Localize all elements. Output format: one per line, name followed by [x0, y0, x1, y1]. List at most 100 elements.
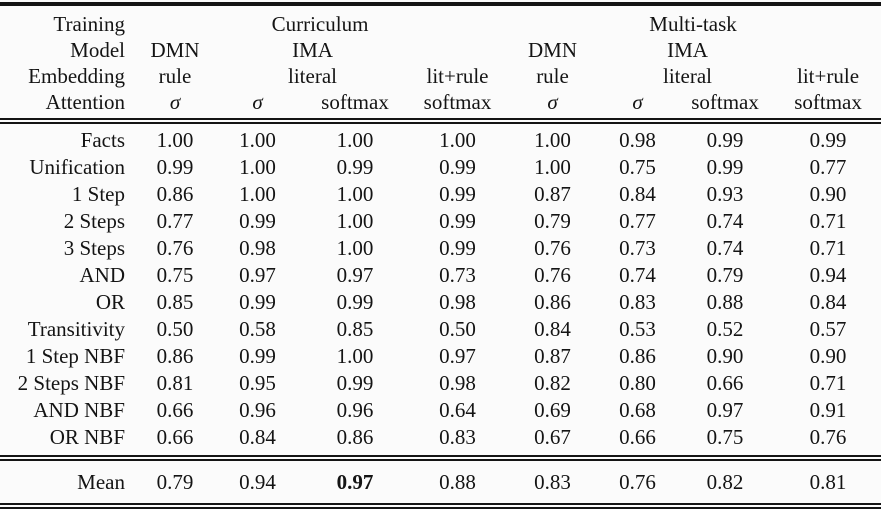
value-cell: 0.94: [809, 263, 847, 287]
value-cell: 0.97: [336, 263, 374, 287]
row-label: 1 Step: [71, 182, 125, 206]
embedding-header-rule-multitask: rule: [536, 64, 569, 88]
value-cell: 0.98: [439, 371, 476, 395]
attention-header-softmax: softmax: [691, 90, 759, 114]
group-header-multitask: Multi-task: [649, 12, 737, 36]
value-cell: 0.84: [619, 182, 656, 206]
value-cell: 1.00: [239, 182, 276, 206]
model-header-dmn-multitask: DMN: [528, 38, 578, 62]
value-cell: 0.75: [156, 263, 194, 287]
table-footer: Mean 0.79 0.94 0.97 0.88 0.83 0.76 0.82 …: [0, 458, 881, 506]
value-cell: 0.84: [534, 317, 571, 341]
header-row-attention: Attention σ σ softmax softmax σ σ softma…: [0, 89, 881, 121]
value-cell: 0.83: [619, 290, 656, 314]
value-cell: 0.76: [534, 236, 571, 260]
value-cell: 1.00: [336, 128, 374, 152]
table-row: Facts 1.00 1.00 1.00 1.00 1.00 0.98 0.99 0.99: [0, 121, 881, 154]
value-cell: 0.98: [239, 236, 276, 260]
row-label: OR: [95, 290, 125, 314]
mean-value-cell: 0.79: [156, 470, 194, 494]
value-cell: 0.83: [439, 425, 476, 449]
value-cell: 0.66: [706, 371, 744, 395]
value-cell: 1.00: [156, 128, 194, 152]
value-cell: 0.57: [809, 317, 847, 341]
value-cell: 0.99: [336, 155, 374, 179]
table-row: Transitivity 0.50 0.58 0.85 0.50 0.84 0.53 0.52…: [0, 316, 881, 343]
group-header-curriculum: Curriculum: [271, 12, 369, 36]
value-cell: 0.69: [534, 398, 571, 422]
header-label-embedding: Embedding: [28, 64, 125, 88]
value-cell: 0.82: [534, 371, 571, 395]
value-cell: 1.00: [336, 344, 374, 368]
row-label: AND: [79, 263, 126, 287]
value-cell: 0.77: [809, 155, 847, 179]
value-cell: 0.96: [336, 398, 374, 422]
model-header-empty: [775, 37, 881, 63]
header-row-embedding: Embedding rule literal lit+rule rule lit…: [0, 63, 881, 89]
embedding-header-rule-curriculum: rule: [158, 64, 192, 88]
attention-header-softmax: softmax: [423, 90, 492, 114]
attention-header-sigma: σ: [547, 90, 558, 114]
value-cell: 0.58: [239, 317, 276, 341]
mean-row: Mean 0.79 0.94 0.97 0.88 0.83 0.76 0.82 …: [0, 458, 881, 506]
value-cell: 1.00: [534, 155, 571, 179]
row-label: Facts: [80, 128, 125, 152]
model-header-dmn-curriculum: DMN: [150, 38, 200, 62]
value-cell: 0.67: [534, 425, 571, 449]
value-cell: 0.97: [439, 344, 476, 368]
value-cell: 0.90: [809, 344, 847, 368]
value-cell: 0.99: [706, 128, 744, 152]
value-cell: 1.00: [239, 155, 276, 179]
value-cell: 1.00: [336, 182, 374, 206]
value-cell: 0.99: [439, 182, 476, 206]
model-header-ima-multitask: IMA: [667, 38, 708, 62]
value-cell: 0.50: [439, 317, 476, 341]
embedding-header-litrule-curriculum: lit+rule: [426, 64, 489, 88]
mean-value-cell: 0.88: [439, 470, 476, 494]
mean-value-cell: 0.83: [534, 470, 571, 494]
value-cell: 0.85: [156, 290, 194, 314]
value-cell: 0.73: [439, 263, 476, 287]
table-row: OR NBF 0.66 0.84 0.86 0.83 0.67 0.66 0.75 0.76: [0, 424, 881, 458]
value-cell: 0.74: [706, 236, 744, 260]
value-cell: 0.52: [706, 317, 744, 341]
value-cell: 0.99: [439, 236, 476, 260]
value-cell: 0.85: [336, 317, 374, 341]
row-label: OR NBF: [49, 425, 125, 449]
mean-value-cell: 0.82: [706, 470, 744, 494]
value-cell: 0.86: [336, 425, 374, 449]
value-cell: 0.98: [619, 128, 656, 152]
model-header-ima-curriculum: IMA: [292, 38, 333, 62]
value-cell: 0.76: [156, 236, 194, 260]
value-cell: 0.76: [809, 425, 847, 449]
value-cell: 0.99: [239, 209, 276, 233]
value-cell: 0.93: [706, 182, 744, 206]
value-cell: 0.84: [239, 425, 276, 449]
table-row: 2 Steps NBF 0.81 0.95 0.99 0.98 0.82 0.80 0.66 0…: [0, 370, 881, 397]
value-cell: 0.99: [336, 290, 374, 314]
header-label-training: Training: [53, 12, 125, 36]
attention-header-softmax: softmax: [794, 90, 862, 114]
table-row: 2 Steps 0.77 0.99 1.00 0.99 0.79 0.77 0.74 0.71: [0, 208, 881, 235]
value-cell: 0.80: [619, 371, 656, 395]
row-label: AND NBF: [33, 398, 125, 422]
value-cell: 0.99: [336, 371, 374, 395]
model-header-empty: [410, 37, 505, 63]
value-cell: 0.99: [809, 128, 847, 152]
value-cell: 0.66: [156, 398, 194, 422]
table-row: OR 0.85 0.99 0.99 0.98 0.86 0.83 0.88 0.84: [0, 289, 881, 316]
value-cell: 0.98: [439, 290, 476, 314]
table-body: Facts 1.00 1.00 1.00 1.00 1.00 0.98 0.99 0.99 Uni…: [0, 121, 881, 458]
value-cell: 0.97: [706, 398, 744, 422]
value-cell: 0.71: [809, 236, 847, 260]
row-label: 2 Steps NBF: [17, 371, 125, 395]
value-cell: 1.00: [439, 128, 476, 152]
mean-value-cell: 0.76: [619, 470, 656, 494]
table-row: 3 Steps 0.76 0.98 1.00 0.99 0.76 0.73 0.74 0.71: [0, 235, 881, 262]
row-label: 2 Steps: [63, 209, 125, 233]
value-cell: 0.71: [809, 209, 847, 233]
value-cell: 0.99: [439, 209, 476, 233]
value-cell: 0.77: [619, 209, 656, 233]
value-cell: 0.88: [706, 290, 744, 314]
table-row: AND NBF 0.66 0.96 0.96 0.64 0.69 0.68 0.97 0.91: [0, 397, 881, 424]
